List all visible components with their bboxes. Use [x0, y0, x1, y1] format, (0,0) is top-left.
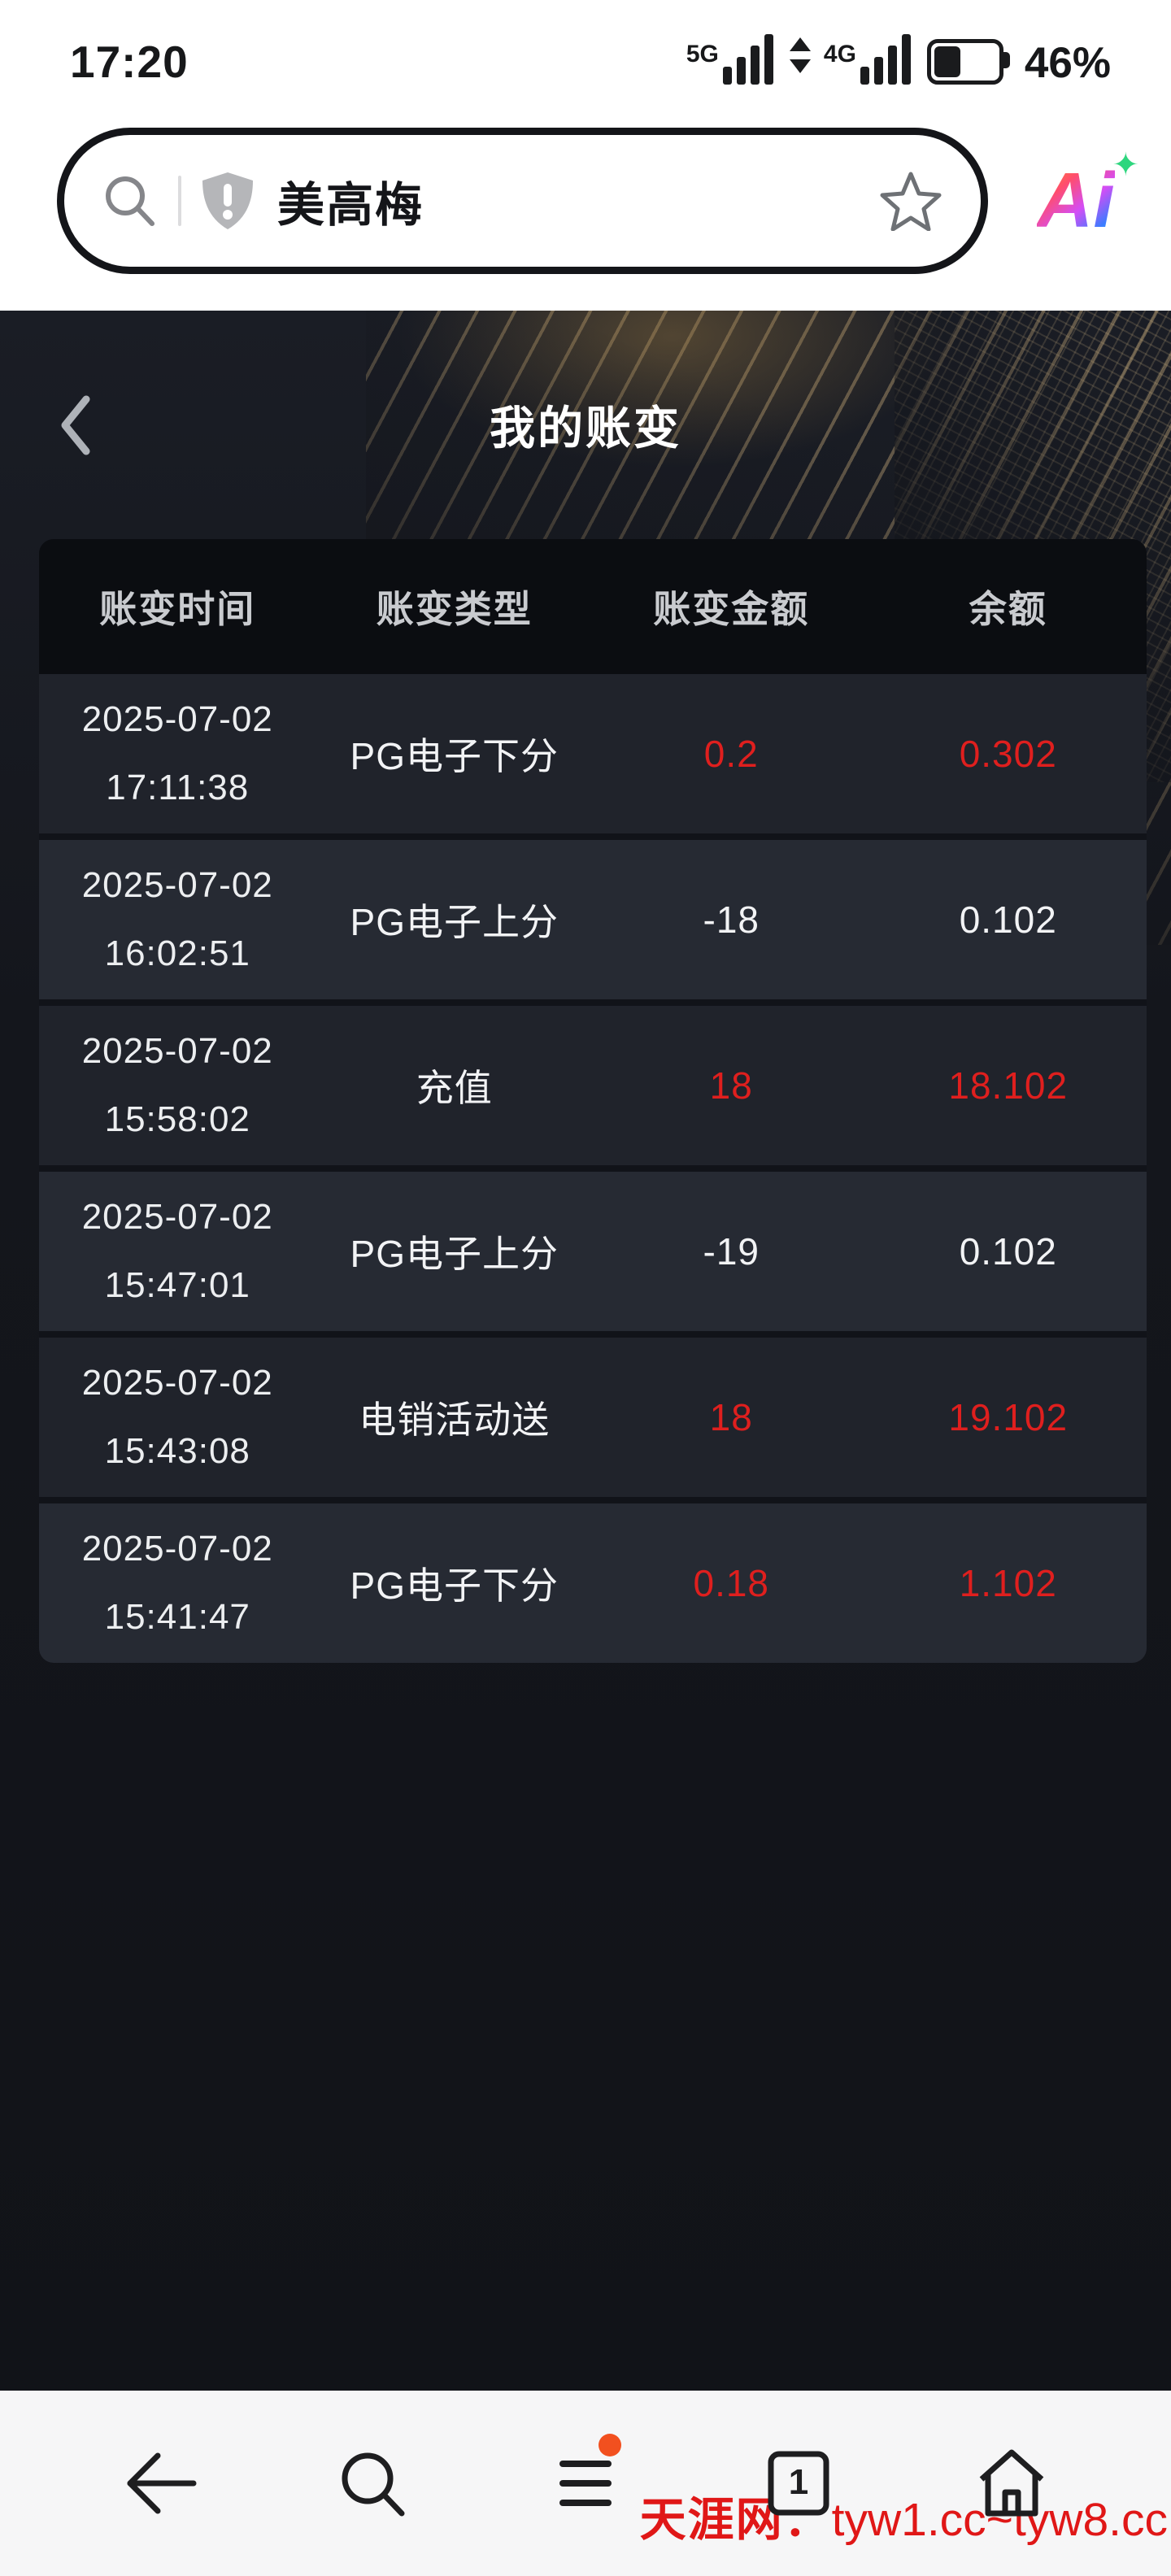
txn-datetime-cell: 2025-07-02 16:02:51 [39, 868, 316, 972]
txn-amount: -18 [703, 899, 760, 941]
page-header: 我的账变 [0, 311, 1171, 539]
txn-datetime-cell: 2025-07-02 17:11:38 [39, 702, 316, 806]
bookmark-star-icon[interactable] [880, 171, 942, 231]
status-indicators: 5G 4G [686, 34, 1111, 85]
col-header-type: 账变类型 [376, 588, 533, 630]
txn-balance: 0.302 [959, 733, 1057, 775]
ai-assistant-icon[interactable]: Ai ✦ [1037, 147, 1139, 244]
col-header-amount: 账变金额 [653, 588, 810, 630]
table-row: 2025-07-02 15:41:47 PG电子下分 0.18 1.102 [39, 1503, 1147, 1663]
txn-time: 15:41:47 [104, 1597, 250, 1637]
sparkle-icon: ✦ [1112, 147, 1139, 183]
txn-balance: 1.102 [959, 1562, 1057, 1604]
nav-search-button[interactable] [286, 2422, 459, 2544]
txn-time: 16:02:51 [104, 933, 250, 973]
back-chevron-icon[interactable] [47, 389, 104, 462]
page-title: 我的账变 [490, 402, 681, 454]
nav-menu-button[interactable] [499, 2422, 672, 2544]
table-row: 2025-07-02 15:58:02 充值 18 18.102 [39, 1006, 1147, 1165]
nav-home-button[interactable] [925, 2422, 1098, 2544]
table-row: 2025-07-02 16:02:51 PG电子上分 -18 0.102 [39, 840, 1147, 999]
network-type-label-sim1: 5G [686, 41, 719, 67]
tab-count: 1 [788, 2462, 809, 2502]
signal-sim1: 5G [686, 34, 777, 85]
txn-balance: 18.102 [948, 1064, 1069, 1107]
battery-icon [926, 39, 1010, 85]
txn-type: PG电子下分 [350, 735, 559, 777]
table-row: 2025-07-02 17:11:38 PG电子下分 0.2 0.302 [39, 674, 1147, 833]
site-security-shield-icon[interactable] [202, 172, 253, 229]
txn-amount: 18 [709, 1396, 753, 1438]
txn-date: 2025-07-02 [81, 1197, 273, 1237]
txn-datetime-cell: 2025-07-02 15:47:01 [39, 1199, 316, 1303]
divider [178, 176, 181, 226]
watermark-text: 天涯网：tyw1.cc~tyw8.cc [639, 2494, 1168, 2546]
txn-type: PG电子上分 [350, 1233, 559, 1275]
txn-time: 15:43:08 [104, 1431, 250, 1471]
signal-bars-icon [722, 34, 777, 85]
transactions-table: 账变时间 账变类型 账变金额 余额 2025-07-02 17:11:38 PG… [39, 539, 1147, 1663]
txn-datetime-cell: 2025-07-02 15:58:02 [39, 1033, 316, 1138]
txn-amount: 18 [709, 1064, 753, 1107]
txn-time: 15:58:02 [104, 1099, 250, 1139]
col-header-time: 账变时间 [99, 588, 256, 630]
txn-balance: 0.102 [959, 899, 1057, 941]
txn-date: 2025-07-02 [81, 1031, 273, 1071]
network-type-label-sim2: 4G [823, 41, 856, 67]
txn-amount: -19 [703, 1230, 760, 1273]
table-body: 2025-07-02 17:11:38 PG电子下分 0.2 0.302 202… [39, 674, 1147, 1663]
col-header-balance: 余额 [969, 588, 1047, 630]
url-bar-query-text[interactable]: 美高梅 [277, 179, 424, 232]
status-bar: 17:20 5G 4G [0, 0, 1171, 91]
data-updown-arrows-icon [789, 37, 811, 73]
txn-type: PG电子下分 [350, 1564, 559, 1607]
signal-bars-icon [860, 34, 914, 85]
table-header-row: 账变时间 账变类型 账变金额 余额 [39, 539, 1147, 674]
signal-sim2: 4G [824, 34, 914, 85]
status-time: 17:20 [70, 37, 189, 87]
search-icon [103, 174, 157, 228]
table-row: 2025-07-02 15:47:01 PG电子上分 -19 0.102 [39, 1172, 1147, 1331]
notification-dot [599, 2434, 621, 2456]
txn-date: 2025-07-02 [81, 865, 273, 905]
txn-datetime-cell: 2025-07-02 15:43:08 [39, 1365, 316, 1469]
nav-tabs-button[interactable]: 1 [712, 2422, 885, 2544]
txn-type: 充值 [416, 1067, 493, 1109]
url-bar[interactable]: 美高梅 [57, 128, 988, 274]
txn-time: 17:11:38 [106, 768, 250, 807]
txn-time: 15:47:01 [104, 1265, 250, 1305]
txn-balance: 19.102 [948, 1396, 1069, 1438]
txn-date: 2025-07-02 [81, 1529, 273, 1569]
battery-percent: 46% [1024, 39, 1111, 87]
nav-back-button[interactable] [73, 2422, 246, 2544]
txn-date: 2025-07-02 [81, 699, 273, 739]
txn-amount: 0.2 [703, 733, 759, 775]
page-content: 我的账变 账变时间 账变类型 账变金额 余额 2025-07-02 17:11:… [0, 311, 1171, 2391]
browser-toolbar: 美高梅 Ai ✦ [0, 91, 1171, 311]
txn-type: PG电子上分 [350, 901, 559, 943]
txn-type: 电销活动送 [359, 1399, 551, 1441]
txn-datetime-cell: 2025-07-02 15:41:47 [39, 1531, 316, 1635]
browser-navbar: 天涯网：tyw1.cc~tyw8.cc [0, 2391, 1171, 2576]
txn-balance: 0.102 [959, 1230, 1057, 1273]
txn-amount: 0.18 [693, 1562, 770, 1604]
txn-date: 2025-07-02 [81, 1363, 273, 1403]
table-row: 2025-07-02 15:43:08 电销活动送 18 19.102 [39, 1338, 1147, 1497]
